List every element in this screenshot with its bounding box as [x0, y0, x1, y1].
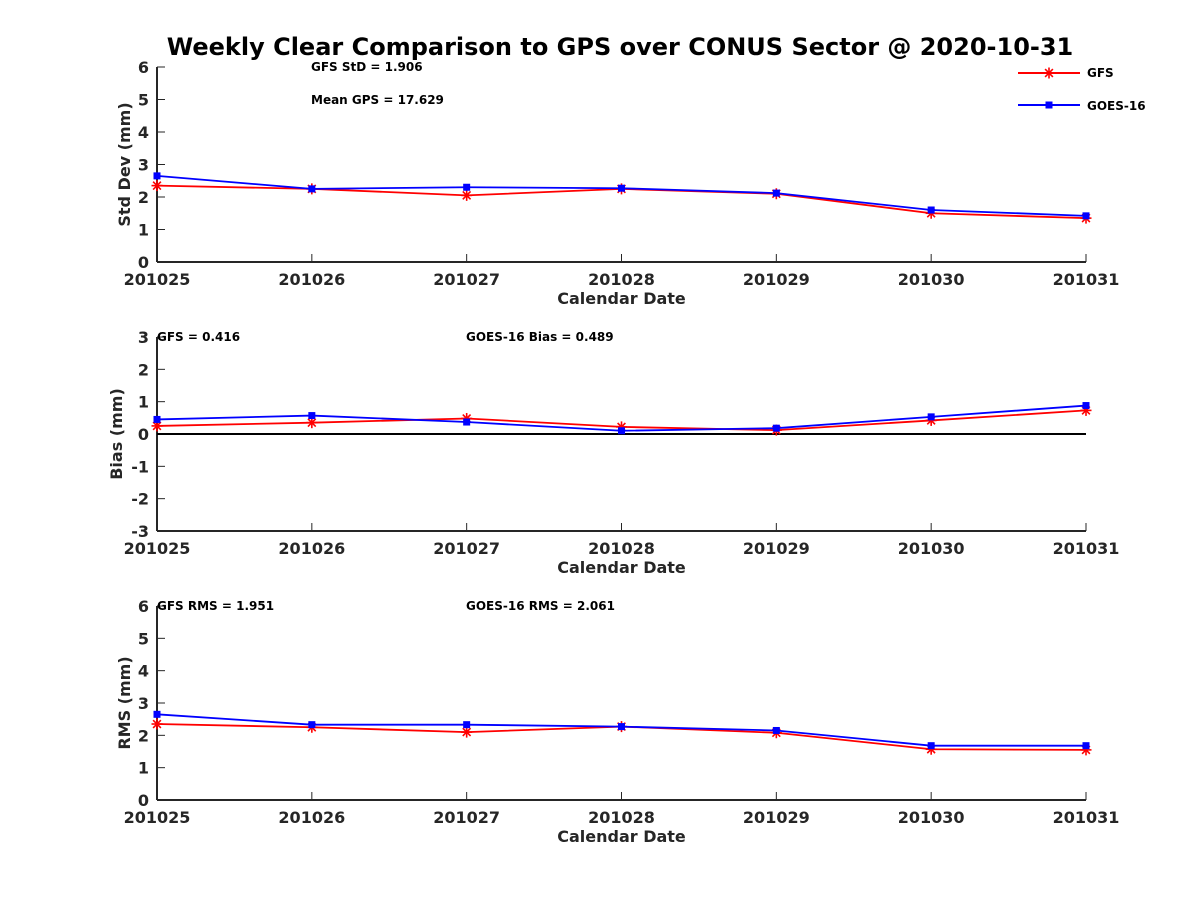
stat-annotation: GOES-16 Bias = 0.489	[466, 330, 614, 344]
legend-marker-asterisk	[1043, 67, 1055, 79]
y-tick-label: 3	[138, 156, 149, 175]
data-point-goes16	[308, 412, 316, 420]
y-tick-label: 2	[138, 726, 149, 745]
y-axis-label: Std Dev (mm)	[115, 102, 134, 226]
y-axis-label: RMS (mm)	[115, 656, 134, 749]
y-tick-label: 2	[138, 360, 149, 379]
y-tick-label: 6	[138, 597, 149, 616]
y-tick-label: 2	[138, 188, 149, 207]
x-axis-label: Calendar Date	[557, 827, 686, 846]
x-tick-label: 201031	[1053, 539, 1120, 558]
data-point-goes16	[618, 427, 625, 435]
x-tick-label: 201025	[124, 808, 191, 827]
data-point-goes16	[1082, 402, 1090, 410]
x-tick-label: 201025	[124, 270, 191, 289]
x-tick-label: 201028	[588, 539, 655, 558]
y-tick-label: -3	[131, 522, 149, 541]
data-point-goes16	[927, 413, 935, 421]
chart-title: Weekly Clear Comparison to GPS over CONU…	[167, 33, 1074, 61]
y-tick-label: 0	[138, 425, 149, 444]
y-tick-label: 1	[138, 393, 149, 412]
x-tick-label: 201025	[124, 539, 191, 558]
x-tick-label: 201030	[898, 270, 965, 289]
x-tick-label: 201028	[588, 270, 655, 289]
stat-annotation: GFS StD = 1.906	[311, 60, 423, 74]
data-point-goes16	[153, 710, 161, 718]
legend-marker-square	[1045, 101, 1053, 109]
y-tick-label: -1	[131, 457, 149, 476]
y-tick-label: 5	[138, 629, 149, 648]
x-tick-label: 201029	[743, 270, 810, 289]
data-point-gfs	[461, 189, 473, 201]
x-tick-label: 201027	[433, 539, 500, 558]
y-tick-label: 0	[138, 253, 149, 272]
legend-marker-goes16	[1045, 101, 1053, 109]
data-point-goes16	[153, 415, 161, 423]
y-tick-label: 1	[138, 221, 149, 240]
x-tick-label: 201031	[1053, 808, 1120, 827]
panel-rms: 0 1 2 3 4 5 6 201025 201026 201027 201028 201029 201…	[115, 597, 1119, 846]
stat-annotation: GFS RMS = 1.951	[157, 599, 274, 613]
x-axis-label: Calendar Date	[557, 289, 686, 308]
data-point-goes16	[153, 172, 161, 180]
x-tick-label: 201027	[433, 808, 500, 827]
data-point-gfs	[306, 417, 318, 429]
data-point-goes16	[618, 184, 625, 192]
legend-label-goes16: GOES-16	[1087, 99, 1146, 113]
series-line-goes16	[156, 174, 1087, 217]
data-point-goes16	[308, 721, 316, 729]
data-point-gfs	[151, 180, 163, 192]
x-tick-label: 201029	[743, 808, 810, 827]
data-point-goes16	[463, 418, 471, 426]
stat-annotation: GOES-16 RMS = 2.061	[466, 599, 615, 613]
legend-marker-gfs	[1043, 67, 1055, 79]
legend: GFS GOES-16	[1018, 66, 1146, 113]
x-tick-label: 201026	[278, 539, 345, 558]
panel-std-dev: 0 1 2 3 4 5 6 201025 201026 201027 201028 201029 201…	[115, 58, 1119, 308]
panel-bias: -3 -2 -1 0 1 2 3 201025 201026 201027 201028 201029…	[107, 328, 1119, 577]
y-tick-label: 0	[138, 791, 149, 810]
y-tick-label: 1	[138, 759, 149, 778]
data-point-goes16	[308, 185, 316, 193]
y-tick-label: 3	[138, 694, 149, 713]
x-tick-label: 201027	[433, 270, 500, 289]
x-tick-label: 201026	[278, 808, 345, 827]
data-point-goes16	[1082, 212, 1090, 220]
x-axis-label: Calendar Date	[557, 558, 686, 577]
x-tick-label: 201026	[278, 270, 345, 289]
x-tick-label: 201029	[743, 539, 810, 558]
stat-annotation: Mean GPS = 17.629	[311, 93, 444, 107]
y-tick-label: -2	[131, 490, 149, 509]
data-point-goes16	[927, 742, 935, 750]
y-tick-label: 6	[138, 58, 149, 77]
y-tick-label: 5	[138, 91, 149, 110]
x-tick-label: 201030	[898, 539, 965, 558]
data-point-goes16	[772, 424, 780, 432]
data-point-goes16	[618, 723, 625, 731]
data-point-goes16	[463, 183, 471, 191]
x-tick-label: 201030	[898, 808, 965, 827]
y-axis-label: Bias (mm)	[107, 388, 126, 480]
data-point-goes16	[772, 726, 780, 734]
x-tick-label: 201031	[1053, 270, 1120, 289]
data-point-goes16	[1082, 742, 1090, 750]
y-tick-label: 4	[138, 662, 149, 681]
data-point-gfs	[151, 718, 163, 730]
y-tick-label: 4	[138, 123, 149, 142]
x-tick-label: 201028	[588, 808, 655, 827]
data-point-goes16	[772, 189, 780, 197]
data-point-goes16	[463, 721, 471, 729]
y-tick-label: 3	[138, 328, 149, 347]
data-point-goes16	[927, 206, 935, 214]
stat-annotation: GFS = 0.416	[157, 330, 240, 344]
legend-label-gfs: GFS	[1087, 66, 1114, 80]
data-point-gfs	[461, 726, 473, 738]
